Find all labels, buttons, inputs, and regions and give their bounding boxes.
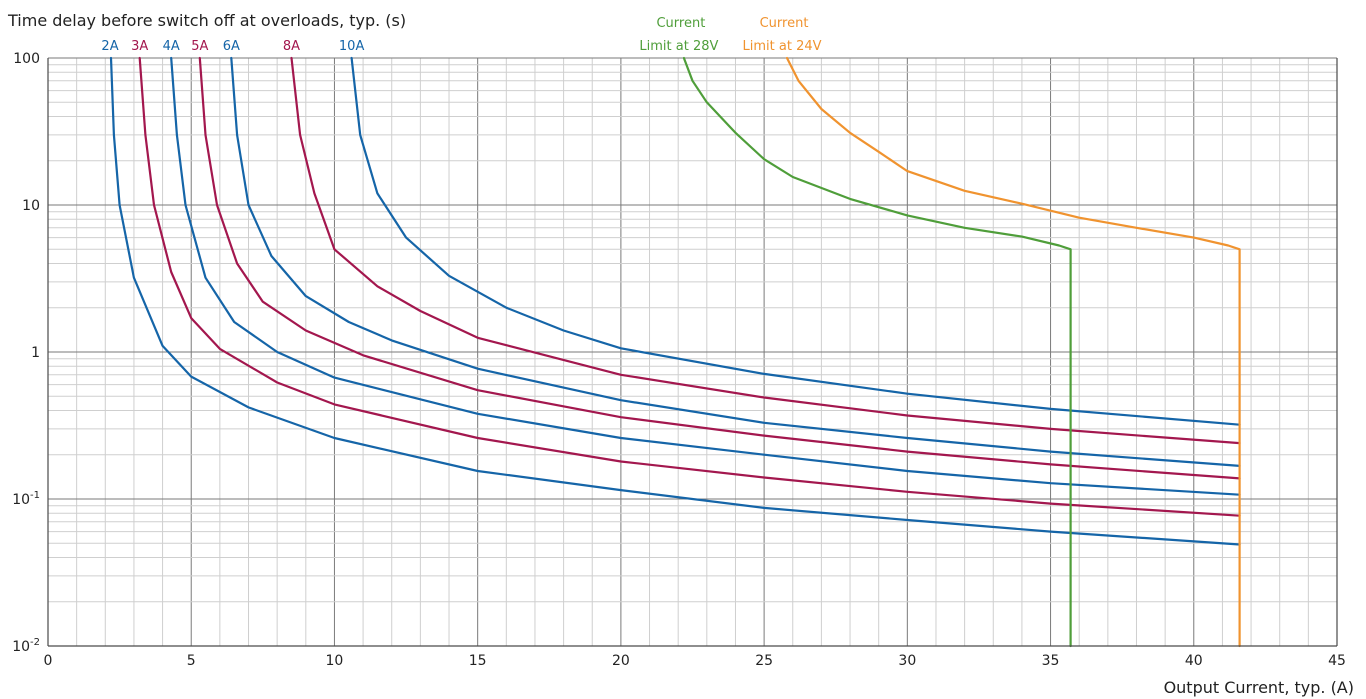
y-tick-label: 10-2	[12, 637, 40, 655]
x-tick-label: 5	[187, 653, 196, 669]
y-tick-label: 100	[13, 51, 40, 67]
series-label-7-line1: Current	[656, 16, 705, 31]
series-label-3: 5A	[191, 39, 208, 54]
curves	[109, 56, 1241, 648]
series-line-2	[170, 56, 1241, 496]
x-tick-label: 30	[898, 653, 916, 669]
series-label-7-line2: Limit at 28V	[639, 39, 718, 54]
x-tick-label: 20	[612, 653, 630, 669]
series-line-7	[682, 56, 1072, 648]
series-line-6	[350, 56, 1241, 426]
y-tick-label: 10	[22, 198, 40, 214]
series-label-5: 8A	[283, 39, 300, 54]
series-line-3	[198, 56, 1241, 480]
series-label-0: 2A	[101, 39, 118, 54]
series-label-8-line2: Limit at 24V	[743, 39, 822, 54]
labels: Time delay before switch off at overload…	[7, 11, 1354, 697]
series-label-4: 6A	[223, 39, 240, 54]
y-tick-label: 1	[31, 345, 40, 361]
series-line-4	[230, 56, 1241, 467]
x-tick-label: 15	[469, 653, 487, 669]
series-label-8-line1: Current	[760, 16, 809, 31]
x-tick-label: 35	[1042, 653, 1060, 669]
x-tick-label: 40	[1185, 653, 1203, 669]
series-label-1: 3A	[131, 39, 148, 54]
x-axis-title: Output Current, typ. (A)	[1164, 678, 1354, 697]
series-line-8	[785, 56, 1241, 648]
axes: 0 5 10 15 20 25 30 35 40 45 100 10 1 10-1 10-2	[12, 51, 1346, 669]
series-line-0	[109, 56, 1241, 546]
series-label-6: 10A	[339, 39, 365, 54]
x-tick-label: 25	[755, 653, 773, 669]
series-line-5	[290, 56, 1241, 445]
x-tick-label: 45	[1328, 653, 1346, 669]
grid	[47, 57, 1338, 647]
x-tick-label: 10	[326, 653, 344, 669]
x-tick-label: 0	[44, 653, 53, 669]
y-tick-label: 10-1	[12, 490, 40, 508]
series-label-2: 4A	[163, 39, 180, 54]
series-line-1	[138, 56, 1241, 517]
y-axis-title: Time delay before switch off at overload…	[7, 11, 406, 30]
